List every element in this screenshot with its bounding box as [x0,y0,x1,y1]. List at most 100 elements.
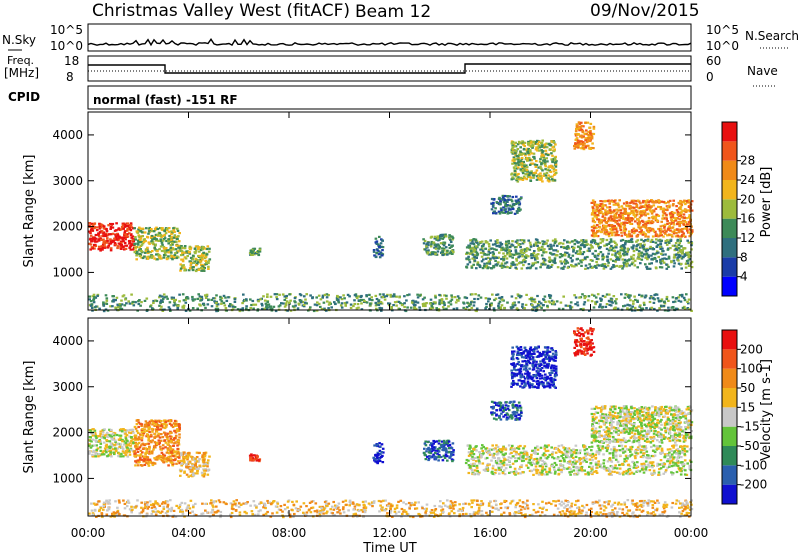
data-cell [665,230,668,233]
data-cell [630,309,634,312]
data-cell [489,257,492,260]
data-cell [207,261,210,265]
data-cell [635,203,639,206]
data-cell [521,140,524,143]
data-cell [245,305,248,308]
data-cell [196,307,199,310]
data-cell [594,301,597,304]
data-cell [142,447,145,450]
data-cell [549,252,553,255]
data-cell [139,449,143,452]
data-cell [535,178,539,181]
data-cell [618,251,621,254]
data-cell [527,255,530,258]
data-cell [509,306,513,309]
data-cell [124,431,128,434]
data-cell [187,251,191,254]
data-cell [182,456,185,459]
cpid-mode-text: normal (fast) -151 RF [93,93,238,107]
data-cell [672,232,676,235]
data-cell [187,475,190,478]
data-cell [378,246,381,249]
data-cell [169,246,173,249]
data-cell [98,438,102,442]
data-cell [149,433,153,436]
data-cell [177,429,181,432]
data-cell [172,450,176,453]
data-cell [380,302,384,305]
data-cell [544,174,548,177]
data-cell [93,429,97,432]
data-cell [663,226,666,229]
data-cell [375,242,379,245]
data-cell [438,299,442,302]
data-cell [365,301,369,304]
data-cell [523,144,526,148]
data-cell [449,303,453,306]
data-cell [660,200,664,203]
data-cell [514,175,518,178]
data-cell [223,304,227,307]
data-cell [565,246,568,249]
data-cell [506,251,509,254]
data-cell [657,255,660,259]
data-cell [98,440,101,443]
data-cell [673,300,677,303]
data-cell [521,242,525,245]
data-cell [581,293,584,296]
data-cell [163,454,167,457]
data-cell [136,250,139,253]
data-cell [122,236,126,239]
data-cell [102,441,106,444]
data-cell [491,243,495,246]
data-cell [617,257,621,260]
data-cell [517,166,520,169]
data-cell [514,297,518,300]
data-cell [167,230,171,233]
data-cell [166,229,169,232]
data-cell [517,243,521,247]
data-cell [666,239,669,242]
data-cell [114,236,118,239]
data-cell [201,265,204,268]
data-cell [642,301,646,304]
data-cell [610,244,613,248]
data-cell [114,450,118,453]
data-cell [599,241,602,244]
data-cell [195,268,199,271]
data-cell [601,219,605,222]
data-cell [245,299,248,302]
data-cell [619,212,623,215]
data-cell [586,249,590,252]
data-cell [647,201,650,204]
data-cell [686,209,689,212]
data-cell [657,251,660,254]
colorbar-tick-label: 24 [740,173,755,187]
data-cell [499,307,503,310]
data-cell [618,214,621,217]
data-cell [554,240,557,243]
data-cell [141,240,144,243]
data-cell [114,243,117,246]
data-cell [151,240,155,243]
data-cell [590,135,594,138]
data-cell [191,268,195,272]
data-cell [532,174,535,177]
data-cell [146,246,149,249]
data-cell [662,261,666,264]
data-cell [175,251,179,254]
data-cell [683,299,687,302]
data-cell [375,240,379,243]
data-cell [319,298,323,301]
data-cell [207,298,210,301]
data-cell [122,227,125,230]
data-cell [502,265,506,268]
data-cell [513,246,517,249]
data-cell [485,305,488,308]
data-cell [154,423,157,426]
data-cell [504,210,508,213]
data-cell [173,234,177,237]
data-cell [546,160,549,163]
data-cell [640,230,643,233]
data-cell [533,163,537,166]
